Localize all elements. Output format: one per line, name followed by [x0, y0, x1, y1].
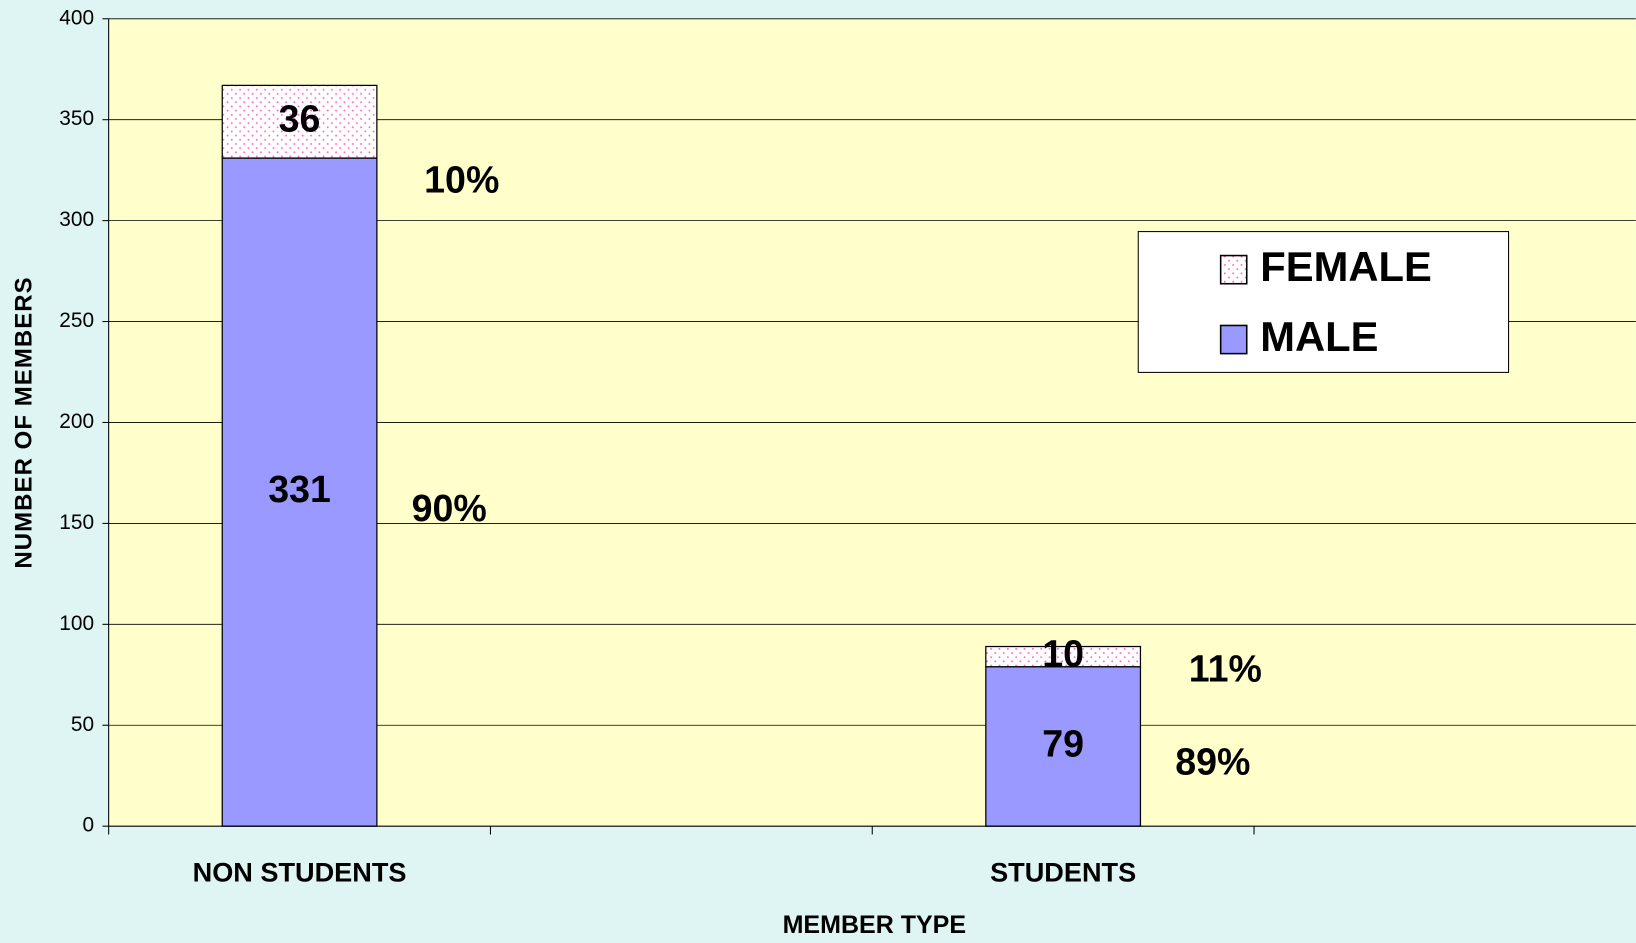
- legend-swatch: [1219, 254, 1248, 285]
- annotation: 10%: [424, 158, 499, 200]
- data-label: 10: [1042, 633, 1084, 675]
- y-tick-label: 250: [59, 309, 94, 332]
- y-tick-label: 200: [59, 410, 94, 433]
- data-label: 36: [279, 98, 321, 140]
- data-label: 331: [268, 468, 331, 510]
- annotation: 89%: [1175, 741, 1250, 783]
- legend-box: [1137, 231, 1510, 373]
- bar-segment: [985, 666, 1142, 827]
- bar-segment: [985, 645, 1142, 668]
- y-tick-label: 400: [59, 6, 94, 29]
- x-axis-title: MEMBER TYPE: [783, 911, 966, 939]
- y-axis-title: NUMBER OF MEMBERS: [11, 276, 38, 568]
- legend-label: MALE: [1260, 313, 1378, 360]
- x-tick-label: STUDENTS: [990, 856, 1136, 887]
- annotation: 11%: [1189, 648, 1262, 690]
- x-tick-label: NON STUDENTS: [193, 856, 407, 887]
- y-tick-label: 50: [71, 713, 94, 736]
- bar-segment: [221, 157, 378, 827]
- y-tick-label: 0: [82, 814, 94, 837]
- bar-segment: [221, 84, 378, 159]
- y-tick-label: 150: [59, 511, 94, 534]
- y-tick-label: 100: [59, 612, 94, 635]
- y-tick-label: 300: [59, 208, 94, 231]
- data-label: 79: [1042, 722, 1084, 764]
- legend-swatch: [1219, 324, 1248, 355]
- y-tick-label: 350: [59, 107, 94, 130]
- annotation: 90%: [412, 487, 487, 529]
- legend-label: FEMALE: [1260, 243, 1432, 290]
